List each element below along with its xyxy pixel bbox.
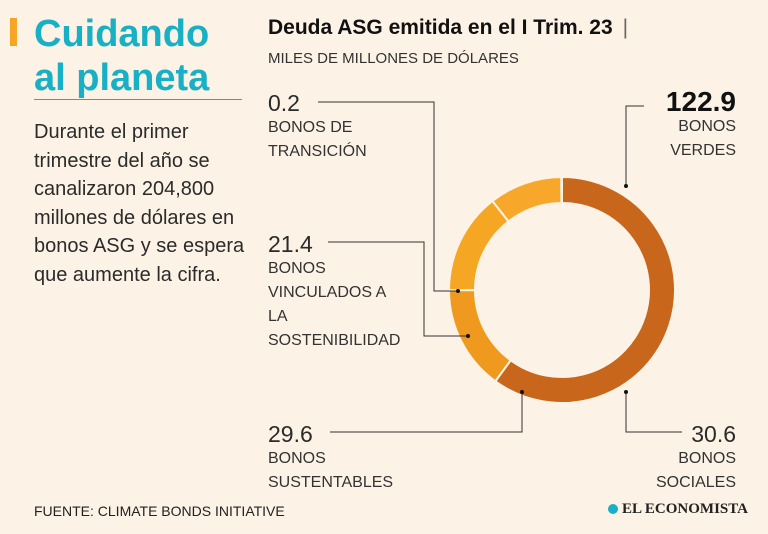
slice-vinculados bbox=[491, 175, 563, 223]
value-sociales: 30.6 bbox=[691, 421, 736, 447]
value-sustentables: 29.6 bbox=[268, 421, 313, 447]
leader-dot-vinculados bbox=[466, 334, 470, 338]
name-verdes: BONOS VERDES bbox=[670, 118, 736, 159]
headline-line-2: al planeta bbox=[34, 57, 210, 99]
brand-name: EL ECONOMISTA bbox=[622, 501, 748, 517]
label-vinculados: 21.4 BONOS VINCULADOS A LA SOSTENIBILIDA… bbox=[268, 231, 408, 353]
value-verdes: 122.9 bbox=[665, 86, 736, 117]
chart-title-separator: | bbox=[622, 16, 629, 39]
headline-line-1: Cuidando bbox=[34, 13, 210, 55]
leader-dot-sociales bbox=[624, 390, 628, 394]
slice-sustentables bbox=[447, 199, 510, 292]
slice-transicion bbox=[560, 175, 563, 205]
leader-line-transicion bbox=[318, 101, 458, 292]
name-sociales: BONOS SOCIALES bbox=[655, 450, 736, 491]
leader-line-verdes bbox=[625, 105, 644, 186]
brand-icon bbox=[608, 504, 618, 514]
leader-line-sociales bbox=[625, 392, 682, 433]
value-vinculados: 21.4 bbox=[268, 231, 313, 257]
leader-dot-verdes bbox=[624, 184, 628, 188]
label-sociales: 30.6 BONOS SOCIALES bbox=[616, 421, 736, 495]
leader-line-sustentables bbox=[330, 392, 523, 433]
chart-title-text: Deuda ASG emitida en el I Trim. 23 bbox=[268, 16, 613, 39]
slice-verdes bbox=[493, 175, 676, 404]
accent-bar bbox=[10, 18, 17, 46]
source-note: FUENTE: CLIMATE BONDS INITIATIVE bbox=[34, 503, 285, 519]
chart-title: Deuda ASG emitida en el I Trim. 23 | bbox=[268, 16, 628, 40]
leader-line-vinculados bbox=[328, 241, 468, 337]
label-sustentables: 29.6 BONOS SUSTENTABLES bbox=[268, 421, 398, 495]
label-transicion: 0.2 BONOS DE TRANSICIÓN bbox=[268, 90, 408, 164]
headline: Cuidando al planeta bbox=[34, 12, 274, 100]
intro-text: Durante el primer trimestre del año se c… bbox=[34, 121, 245, 286]
leader-dot-transicion bbox=[456, 289, 460, 293]
brand-logo: EL ECONOMISTA bbox=[608, 501, 748, 518]
headline-divider bbox=[34, 99, 242, 100]
leader-dot-sustentables bbox=[520, 390, 524, 394]
chart-subtitle: MILES DE MILLONES DE DÓLARES bbox=[268, 50, 519, 67]
name-sustentables: BONOS SUSTENTABLES bbox=[268, 450, 394, 491]
name-transicion: BONOS DE TRANSICIÓN bbox=[268, 119, 367, 160]
label-verdes: 122.9 BONOS VERDES bbox=[590, 86, 736, 163]
name-vinculados: BONOS VINCULADOS A LA SOSTENIBILIDAD bbox=[268, 260, 401, 349]
value-transicion: 0.2 bbox=[268, 90, 300, 116]
